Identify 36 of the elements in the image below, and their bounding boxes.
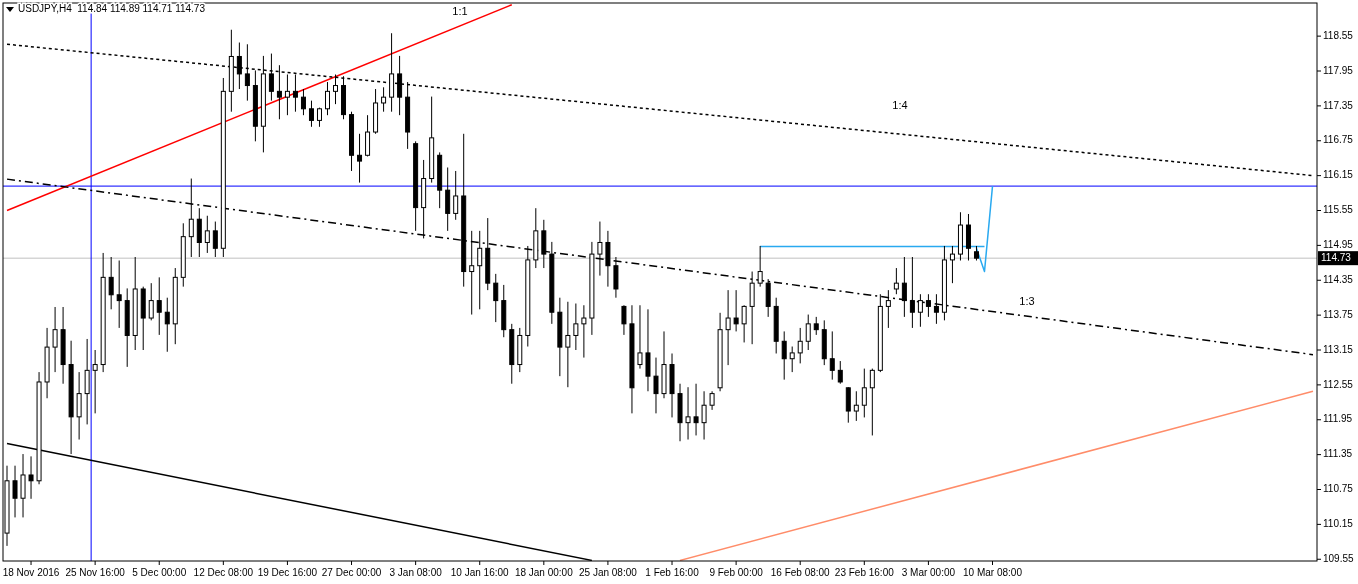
annotation: 1:4 [892,98,908,111]
annotation: 1:3 [1019,294,1035,307]
x-tick-label: 5 Dec 00:00 [132,567,187,578]
y-tick-label: 116.75 [1323,134,1354,146]
y-tick-label: 113.75 [1323,308,1354,320]
x-tick-label: 18 Nov 2016 [2,567,60,578]
ref-line-label: 114.73 [1321,251,1352,263]
y-tick-label: 117.95 [1323,64,1354,76]
x-tick-label: 10 Mar 08:00 [963,567,1023,578]
x-tick-label: 27 Dec 00:00 [321,567,382,578]
y-tick-label: 111.35 [1323,448,1353,460]
x-tick-label: 10 Jan 16:00 [450,567,510,578]
y-tick-label: 113.15 [1323,343,1354,355]
y-tick-label: 117.35 [1323,99,1354,111]
x-tick-label: 12 Dec 08:00 [193,567,254,578]
x-tick-label: 9 Feb 00:00 [709,567,764,578]
x-tick-label: 23 Feb 16:00 [834,567,895,578]
y-tick-label: 111.95 [1323,413,1353,425]
x-tick-label: 3 Mar 00:00 [901,567,956,578]
x-tick-label: 25 Jan 08:00 [579,567,638,578]
x-tick-label: 25 Nov 16:00 [65,567,126,578]
y-tick-label: 112.55 [1323,378,1354,390]
x-tick-label: 1 Feb 16:00 [645,567,700,578]
y-tick-label: 116.15 [1323,169,1354,181]
y-tick-label: 115.55 [1323,204,1354,216]
y-tick-label: 114.35 [1323,273,1354,285]
y-tick-label: 110.75 [1323,483,1354,495]
y-tick-label: 118.55 [1323,29,1354,41]
y-tick-label: 114.95 [1323,239,1354,251]
y-tick-label: 109.55 [1323,552,1355,564]
x-tick-label: 18 Jan 00:00 [514,567,574,578]
x-tick-label: 16 Feb 08:00 [770,567,831,578]
annotation: 1:1 [452,4,468,17]
x-tick-label: 19 Dec 16:00 [257,567,318,578]
y-tick-label: 110.15 [1323,518,1354,530]
x-tick-label: 3 Jan 08:00 [389,567,443,578]
